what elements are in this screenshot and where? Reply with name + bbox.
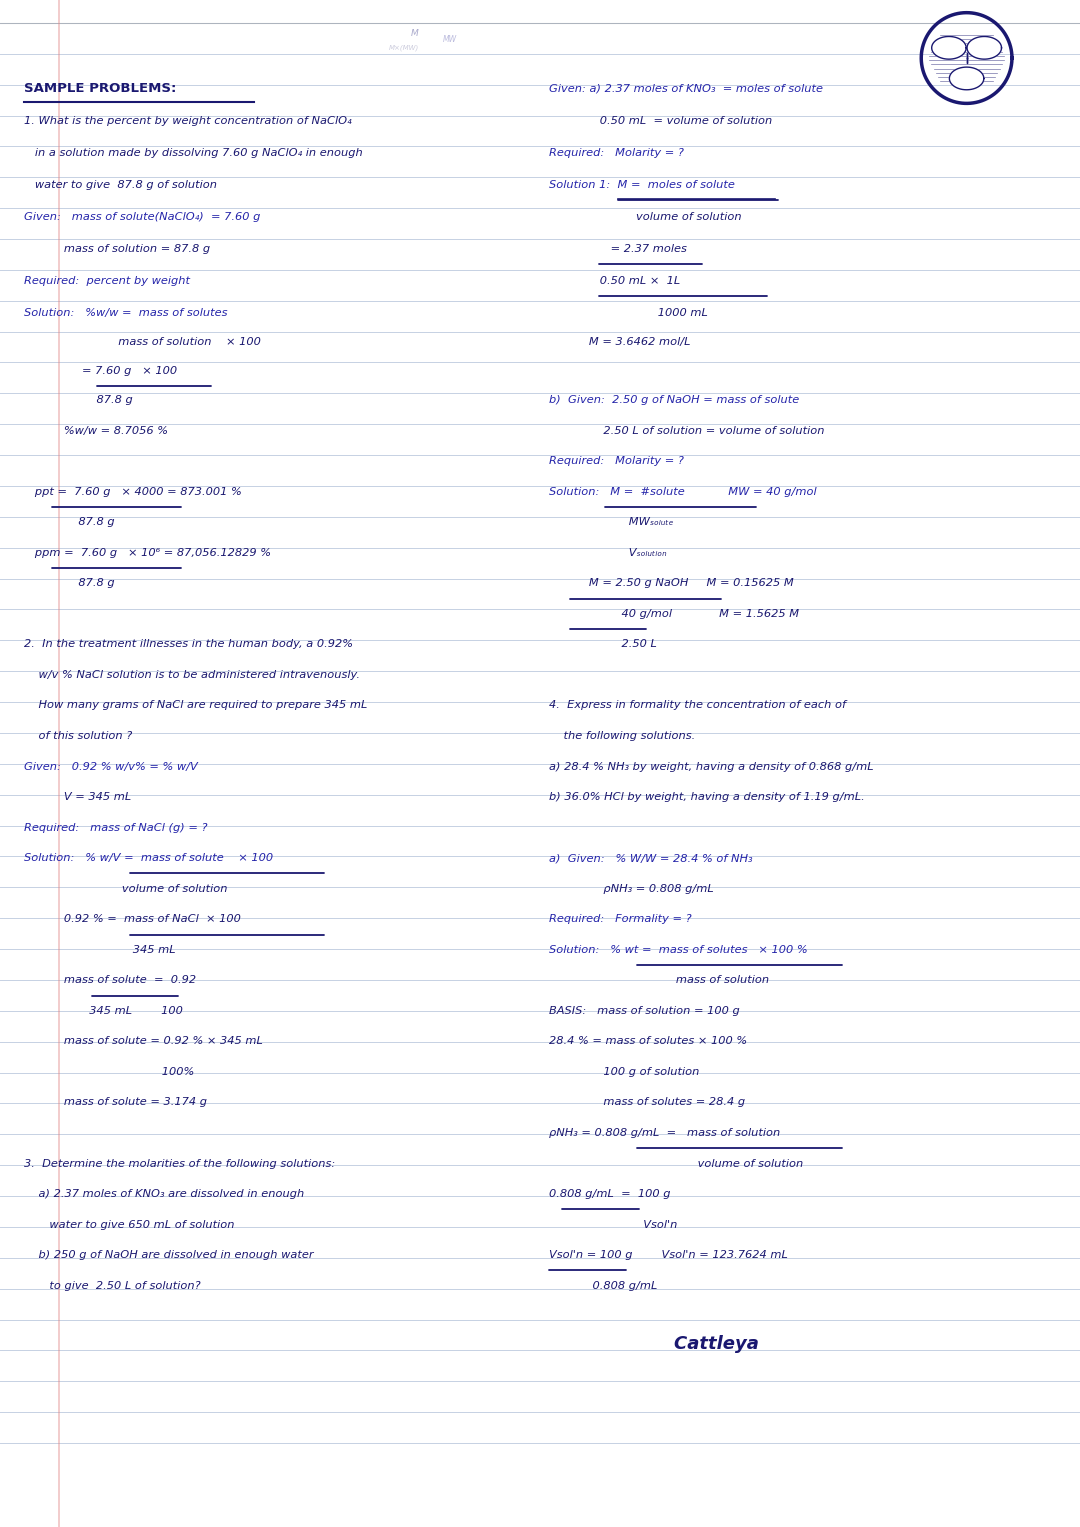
Text: the following solutions.: the following solutions. (549, 731, 694, 741)
Text: Required:   Molarity = ?: Required: Molarity = ? (549, 457, 684, 466)
Text: b) 250 g of NaOH are dissolved in enough water: b) 250 g of NaOH are dissolved in enough… (24, 1251, 313, 1260)
Text: Given:   0.92 % w/v% = % w/V: Given: 0.92 % w/v% = % w/V (24, 762, 198, 771)
Text: 3.  Determine the molarities of the following solutions:: 3. Determine the molarities of the follo… (24, 1159, 335, 1168)
Text: Solution 1:  M =  moles of solute: Solution 1: M = moles of solute (549, 180, 734, 189)
Text: Vsol'n = 100 g        Vsol'n = 123.7624 mL: Vsol'n = 100 g Vsol'n = 123.7624 mL (549, 1251, 787, 1260)
Text: 0.808 g/mL: 0.808 g/mL (549, 1281, 657, 1290)
Text: Required:   mass of NaCl (g) = ?: Required: mass of NaCl (g) = ? (24, 823, 207, 832)
Text: Solution:   M =  #solute            MW = 40 g/mol: Solution: M = #solute MW = 40 g/mol (549, 487, 816, 496)
Text: Vsol'n: Vsol'n (549, 1220, 677, 1229)
Text: a) 28.4 % NH₃ by weight, having a density of 0.868 g/mL: a) 28.4 % NH₃ by weight, having a densit… (549, 762, 874, 771)
Polygon shape (949, 67, 984, 90)
Text: of this solution ?: of this solution ? (24, 731, 132, 741)
Polygon shape (932, 37, 967, 60)
Text: Solution:   % w/V =  mass of solute    × 100: Solution: % w/V = mass of solute × 100 (24, 854, 273, 863)
Text: in a solution made by dissolving 7.60 g NaClO₄ in enough: in a solution made by dissolving 7.60 g … (24, 148, 363, 157)
Text: 100 g of solution: 100 g of solution (549, 1067, 699, 1077)
Text: volume of solution: volume of solution (549, 212, 741, 221)
Text: %w/w = 8.7056 %: %w/w = 8.7056 % (24, 426, 167, 435)
Text: water to give 650 mL of solution: water to give 650 mL of solution (24, 1220, 234, 1229)
Text: Cattleya: Cattleya (549, 1335, 758, 1353)
Text: = 7.60 g   × 100: = 7.60 g × 100 (24, 366, 177, 376)
Text: Given: a) 2.37 moles of KNO₃  = moles of solute: Given: a) 2.37 moles of KNO₃ = moles of … (549, 84, 823, 93)
Text: mass of solutes = 28.4 g: mass of solutes = 28.4 g (549, 1098, 745, 1107)
Text: Required:   Formality = ?: Required: Formality = ? (549, 915, 691, 924)
Text: 1000 mL: 1000 mL (549, 308, 707, 318)
Text: 87.8 g: 87.8 g (24, 518, 114, 527)
Text: 4.  Express in formality the concentration of each of: 4. Express in formality the concentratio… (549, 701, 846, 710)
Text: mass of solute = 0.92 % × 345 mL: mass of solute = 0.92 % × 345 mL (24, 1037, 262, 1046)
Text: Given:   mass of solute(NaClO₄)  = 7.60 g: Given: mass of solute(NaClO₄) = 7.60 g (24, 212, 260, 221)
Text: M×(MW): M×(MW) (389, 44, 419, 50)
Text: 345 mL        100: 345 mL 100 (24, 1006, 183, 1015)
Text: volume of solution: volume of solution (549, 1159, 802, 1168)
Text: to give  2.50 L of solution?: to give 2.50 L of solution? (24, 1281, 201, 1290)
Text: ppm =  7.60 g   × 10⁶ = 87,056.12829 %: ppm = 7.60 g × 10⁶ = 87,056.12829 % (24, 548, 271, 557)
Text: water to give  87.8 g of solution: water to give 87.8 g of solution (24, 180, 217, 189)
Text: SAMPLE PROBLEMS:: SAMPLE PROBLEMS: (24, 82, 176, 95)
Text: a) 2.37 moles of KNO₃ are dissolved in enough: a) 2.37 moles of KNO₃ are dissolved in e… (24, 1190, 303, 1199)
Text: Solution:   % wt =  mass of solutes   × 100 %: Solution: % wt = mass of solutes × 100 % (549, 945, 807, 954)
Text: M = 2.50 g NaOH     M = 0.15625 M: M = 2.50 g NaOH M = 0.15625 M (549, 579, 794, 588)
Text: 2.50 L: 2.50 L (549, 640, 657, 649)
Text: Required:   Molarity = ?: Required: Molarity = ? (549, 148, 684, 157)
Text: ρNH₃ = 0.808 g/mL  =   mass of solution: ρNH₃ = 0.808 g/mL = mass of solution (549, 1128, 780, 1138)
Text: BASIS:   mass of solution = 100 g: BASIS: mass of solution = 100 g (549, 1006, 740, 1015)
Text: = 2.37 moles: = 2.37 moles (549, 244, 687, 253)
Text: 40 g/mol             M = 1.5625 M: 40 g/mol M = 1.5625 M (549, 609, 799, 618)
Text: 1. What is the percent by weight concentration of NaClO₄: 1. What is the percent by weight concent… (24, 116, 351, 125)
Text: w/v % NaCl solution is to be administered intravenously.: w/v % NaCl solution is to be administere… (24, 670, 360, 680)
Text: b) 36.0% HCl by weight, having a density of 1.19 g/mL.: b) 36.0% HCl by weight, having a density… (549, 793, 864, 802)
Text: mass of solution = 87.8 g: mass of solution = 87.8 g (24, 244, 210, 253)
Text: 87.8 g: 87.8 g (24, 579, 114, 588)
Text: V = 345 mL: V = 345 mL (24, 793, 131, 802)
Text: 0.92 % =  mass of NaCl  × 100: 0.92 % = mass of NaCl × 100 (24, 915, 241, 924)
Text: mass of solution    × 100: mass of solution × 100 (24, 337, 260, 347)
Text: 87.8 g: 87.8 g (24, 395, 133, 405)
Text: MW: MW (443, 35, 457, 44)
Text: ρNH₃ = 0.808 g/mL: ρNH₃ = 0.808 g/mL (549, 884, 714, 893)
Text: 0.50 mL  = volume of solution: 0.50 mL = volume of solution (549, 116, 772, 125)
Text: a)  Given:   % W/W = 28.4 % of NH₃: a) Given: % W/W = 28.4 % of NH₃ (549, 854, 752, 863)
Text: 345 mL: 345 mL (24, 945, 175, 954)
Text: mass of solute = 3.174 g: mass of solute = 3.174 g (24, 1098, 206, 1107)
Text: ppt =  7.60 g   × 4000 = 873.001 %: ppt = 7.60 g × 4000 = 873.001 % (24, 487, 242, 496)
Text: mass of solution: mass of solution (549, 976, 769, 985)
Text: 2.50 L of solution = volume of solution: 2.50 L of solution = volume of solution (549, 426, 824, 435)
Text: 100%: 100% (24, 1067, 194, 1077)
Text: Solution:   %w/w =  mass of solutes: Solution: %w/w = mass of solutes (24, 308, 227, 318)
Text: Vₛₒₗᵤₜᵢₒₙ: Vₛₒₗᵤₜᵢₒₙ (549, 548, 666, 557)
Text: MWₛₒₗᵤₜₑ: MWₛₒₗᵤₜₑ (549, 518, 673, 527)
Text: 2.  In the treatment illnesses in the human body, a 0.92%: 2. In the treatment illnesses in the hum… (24, 640, 353, 649)
Text: volume of solution: volume of solution (24, 884, 227, 893)
Text: M: M (410, 29, 418, 38)
Text: Required:  percent by weight: Required: percent by weight (24, 276, 190, 286)
Text: M = 3.6462 mol/L: M = 3.6462 mol/L (549, 337, 690, 347)
Text: How many grams of NaCl are required to prepare 345 mL: How many grams of NaCl are required to p… (24, 701, 367, 710)
Text: 0.808 g/mL  =  100 g: 0.808 g/mL = 100 g (549, 1190, 670, 1199)
Text: b)  Given:  2.50 g of NaOH = mass of solute: b) Given: 2.50 g of NaOH = mass of solut… (549, 395, 799, 405)
Polygon shape (967, 37, 1001, 60)
Text: mass of solute  =  0.92: mass of solute = 0.92 (24, 976, 195, 985)
Text: 0.50 mL ×  1L: 0.50 mL × 1L (549, 276, 680, 286)
Text: 28.4 % = mass of solutes × 100 %: 28.4 % = mass of solutes × 100 % (549, 1037, 746, 1046)
